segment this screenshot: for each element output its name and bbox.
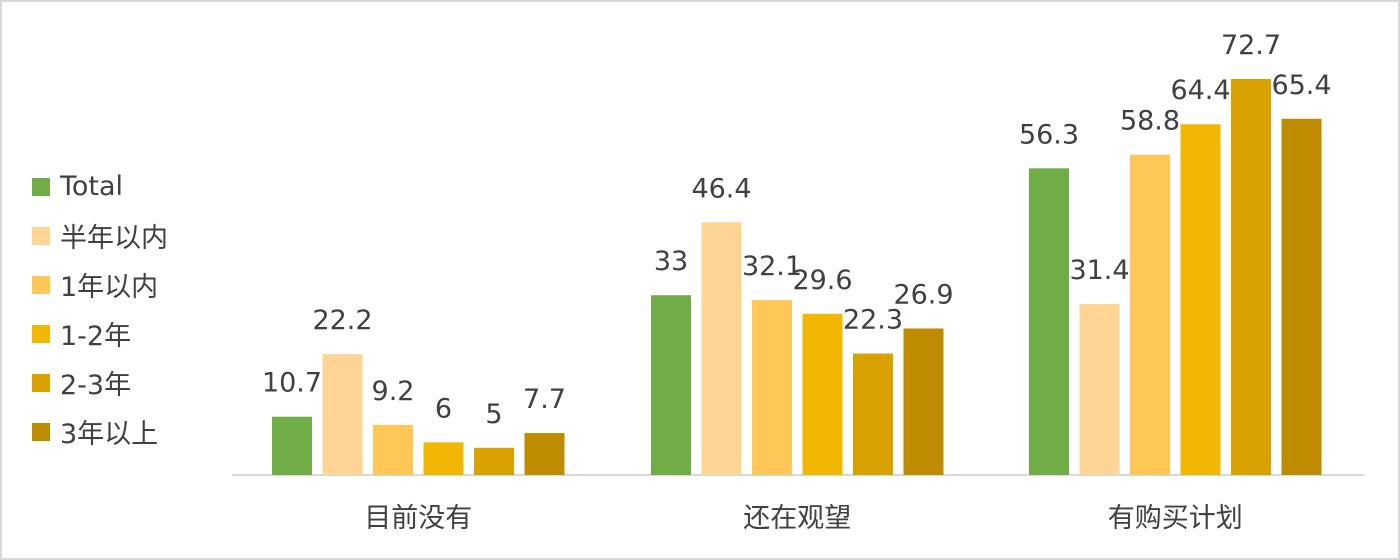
data-label-3-5: 72.7 <box>1221 30 1281 61</box>
bar-3-3 <box>1130 154 1170 475</box>
data-label-2-2: 46.4 <box>691 173 751 204</box>
data-label-1-4: 6 <box>435 393 452 424</box>
x-tick-label-1: 目前没有 <box>364 503 472 534</box>
data-label-2-3: 32.1 <box>742 251 802 282</box>
legend-swatch <box>32 226 50 245</box>
legend-label: Total <box>60 171 124 202</box>
legend-label: 3年以上 <box>60 419 159 450</box>
bar-2-3 <box>752 300 792 475</box>
bar-2-2 <box>701 222 742 475</box>
bar-group-3: 56.3 31.4 58.864.4 72.7 65.4 <box>1019 30 1332 476</box>
data-label-1-5: 5 <box>485 399 502 430</box>
bar-1-6 <box>524 433 565 475</box>
legend-item-4: 1-2年 <box>32 309 222 358</box>
bar-group-1: 10.7 22.2 9.2 6 5 7.7 <box>262 305 566 475</box>
data-label-1-1: 10.7 <box>262 368 322 399</box>
bar-1-3 <box>373 424 413 475</box>
legend-swatch <box>32 177 50 196</box>
bar-2-6 <box>903 328 944 475</box>
bar-3-4 <box>1180 124 1221 476</box>
data-label-2-5: 22.3 <box>843 305 903 336</box>
data-label-3-4: 64.4 <box>1170 75 1230 106</box>
bar-3-5 <box>1231 79 1271 475</box>
legend-item-2: 半年以内 <box>32 211 222 260</box>
legend-label: 1年以内 <box>60 272 159 303</box>
legend-label: 2-3年 <box>60 370 132 401</box>
data-label-3-1: 56.3 <box>1019 119 1079 150</box>
data-label-2-1: 33 <box>654 246 688 277</box>
legend-item-6: 3年以上 <box>32 407 222 456</box>
chart-legend: Total 半年以内 1年以内 1-2年 2-3年 3年以上 <box>32 162 222 456</box>
data-label-2-6: 26.9 <box>893 279 953 310</box>
data-label-3-6: 65.4 <box>1271 70 1331 101</box>
data-label-1-2: 22.2 <box>312 305 372 336</box>
bar-3-6 <box>1281 118 1322 475</box>
bar-3-2 <box>1079 303 1120 475</box>
legend-item-1: Total <box>32 162 222 211</box>
legend-swatch <box>32 422 50 441</box>
legend-label: 1-2年 <box>60 321 132 352</box>
data-label-3-3: 58.8 <box>1120 106 1180 137</box>
bar-2-1 <box>651 295 691 475</box>
bar-1-1 <box>272 416 312 475</box>
legend-swatch <box>32 373 50 392</box>
bar-1-5 <box>474 447 514 475</box>
bar-1-4 <box>423 442 464 475</box>
bar-3-1 <box>1029 168 1069 476</box>
x-tick-label-3: 有购买计划 <box>1108 503 1243 534</box>
legend-label: 半年以内 <box>60 223 168 254</box>
data-label-3-2: 31.4 <box>1069 255 1129 286</box>
legend-item-3: 1年以内 <box>32 260 222 309</box>
legend-swatch <box>32 275 50 294</box>
legend-item-5: 2-3年 <box>32 358 222 407</box>
bar-2-4 <box>802 313 843 475</box>
data-label-2-4: 29.6 <box>792 265 852 296</box>
data-label-1-3: 9.2 <box>372 376 415 407</box>
data-label-1-6: 7.7 <box>523 384 566 415</box>
x-tick-label-2: 还在观望 <box>743 503 851 534</box>
legend-swatch <box>32 324 50 343</box>
bar-1-2 <box>322 354 363 475</box>
bar-group-2: 33 46.4 32.129.6 22.326.9 <box>651 173 954 475</box>
bar-2-5 <box>853 353 893 475</box>
